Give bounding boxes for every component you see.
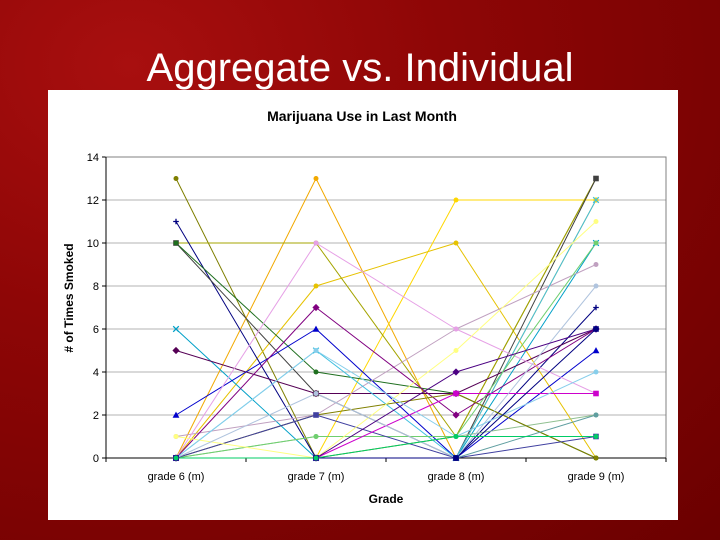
series-1-point [313, 176, 319, 181]
series-9-point [172, 346, 180, 355]
series-19-point [453, 390, 459, 397]
series-17-point [593, 240, 599, 246]
y-tick-label: 6 [93, 324, 99, 336]
series-20-line [175, 221, 597, 459]
series-14-line [175, 242, 597, 459]
y-tick-label: 2 [93, 410, 99, 422]
series-19-point [593, 390, 599, 397]
series-12-point [312, 303, 320, 312]
series-21-point [593, 283, 599, 289]
series-0-point [173, 176, 179, 181]
series-13-point [592, 196, 600, 204]
series-4-line [176, 178, 597, 437]
y-tick-label: 8 [93, 281, 99, 293]
series-18-point [313, 412, 319, 418]
x-tick-label: grade 8 (m) [428, 471, 485, 483]
series-17-point [313, 434, 319, 439]
series-23-point [593, 369, 599, 375]
series-10-point [312, 325, 320, 332]
chart-title: Marijuana Use in Last Month [267, 108, 457, 124]
line-chart: Marijuana Use in Last Month # of Times S… [62, 108, 667, 506]
series-lines [175, 178, 597, 459]
series-12-point [452, 411, 460, 419]
series-18-line [175, 414, 597, 459]
series-26-point [173, 455, 179, 461]
series-10-point [172, 411, 180, 418]
series-25-point [453, 455, 459, 461]
series-26-point [453, 434, 459, 439]
series-22-point [452, 368, 460, 376]
series-markers [172, 175, 600, 462]
series-24-point [593, 412, 599, 418]
series-7-point [173, 240, 179, 246]
series-26-line [176, 436, 596, 459]
x-tick-label: grade 6 (m) [148, 471, 205, 483]
series-16-point [593, 455, 599, 461]
plot-frame [105, 156, 667, 459]
series-14-point [453, 326, 459, 332]
series-1-line [175, 178, 597, 459]
y-tick-label: 10 [87, 238, 99, 250]
y-tick-label: 4 [93, 367, 99, 379]
series-11-line [175, 264, 597, 437]
x-tick-label: grade 7 (m) [288, 471, 345, 483]
series-3-point [313, 283, 319, 289]
tick-labels: 0 2 4 6 8 10 12 14 grade 6 (m) grade 7 (m) grade 8… [87, 152, 625, 483]
series-5-point [593, 304, 599, 311]
series-21-point [313, 391, 319, 396]
series-20-point [453, 348, 459, 353]
series-23-point [313, 348, 319, 353]
series-25-point [593, 326, 599, 332]
series-26-point [593, 434, 599, 439]
x-tick-label: grade 9 (m) [568, 471, 625, 483]
series-7-point [313, 369, 319, 375]
series-23-line [175, 350, 597, 459]
series-20-point [173, 434, 179, 439]
series-2-point [453, 197, 459, 203]
y-tick-label: 0 [93, 453, 99, 465]
series-14-point [313, 240, 319, 246]
series-11-point [593, 262, 599, 267]
series-20-point [593, 219, 599, 224]
slide-title: Aggregate vs. Individual [146, 46, 574, 90]
y-tick-label: 14 [87, 152, 99, 164]
chart-panel: Marijuana Use in Last Month # of Times S… [48, 90, 678, 520]
series-3-point [453, 240, 459, 246]
series-8-point [172, 325, 180, 333]
series-6-point [593, 175, 599, 182]
series-26-point [313, 455, 319, 461]
x-axis-title: Grade [369, 492, 404, 506]
series-21-line [175, 285, 597, 459]
y-tick-label: 12 [87, 195, 99, 207]
series-5-point [173, 218, 179, 225]
series-10-point [592, 347, 600, 354]
y-axis-title: # of Times Smoked [62, 243, 76, 352]
